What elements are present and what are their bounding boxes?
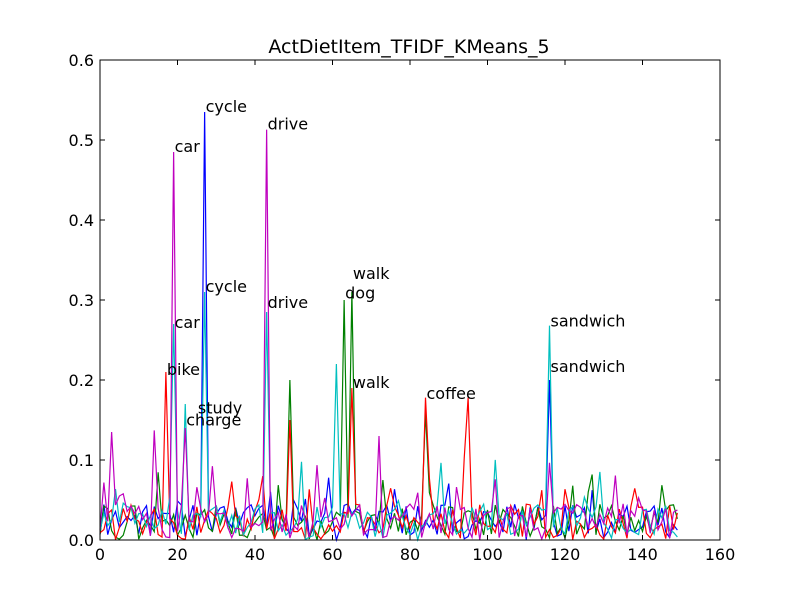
y-tick-label: 0.5 (69, 131, 94, 150)
y-tick-label: 0.0 (69, 531, 94, 550)
annotation-label: car (175, 313, 201, 332)
y-tick-label: 0.2 (69, 371, 94, 390)
x-tick-label: 80 (400, 545, 420, 564)
plot-frame (99, 59, 721, 541)
x-tick-label: 20 (167, 545, 187, 564)
annotation-label: car (175, 137, 201, 156)
x-tick-label: 60 (322, 545, 342, 564)
chart-title: ActDietItem_TFIDF_KMeans_5 (268, 36, 549, 58)
annotation-label: drive (268, 115, 309, 134)
x-tick-label: 140 (627, 545, 658, 564)
x-tick-label: 120 (550, 545, 581, 564)
annotation-label: cycle (206, 97, 247, 116)
y-tick-label: 0.1 (69, 451, 94, 470)
annotation-label: sandwich (551, 311, 626, 330)
annotation-label: coffee (427, 384, 476, 403)
annotation-label: dog (345, 283, 375, 302)
x-tick-label: 160 (705, 545, 736, 564)
annotation-label: walk (353, 373, 390, 392)
x-tick-label: 100 (472, 545, 503, 564)
y-tick-label: 0.4 (69, 211, 94, 230)
series-line-2 (99, 371, 678, 541)
annotation-label: walk (353, 264, 390, 283)
annotation-label: sandwich (551, 357, 626, 376)
annotation-label: charge (186, 411, 241, 430)
y-tick-label: 0.3 (69, 291, 94, 310)
y-tick-label: 0.6 (69, 51, 94, 70)
series-layer (99, 111, 678, 543)
series-line-4 (99, 129, 678, 541)
annotation-layer: cyclecardrivecyclecardrivewalkdogbikestu… (167, 97, 626, 430)
annotation-label: cycle (206, 277, 247, 296)
tick-layer: 0 20 40 60 80 100 120 140 160 0.0 0.1 0.2 0.3 0.4 0.5 0… (69, 51, 736, 564)
x-tick-label: 0 (95, 545, 105, 564)
annotation-label: drive (268, 293, 309, 312)
series-line-3 (99, 291, 678, 543)
annotation-label: study (198, 399, 242, 418)
annotation-label: bike (167, 360, 200, 379)
x-tick-label: 40 (245, 545, 265, 564)
